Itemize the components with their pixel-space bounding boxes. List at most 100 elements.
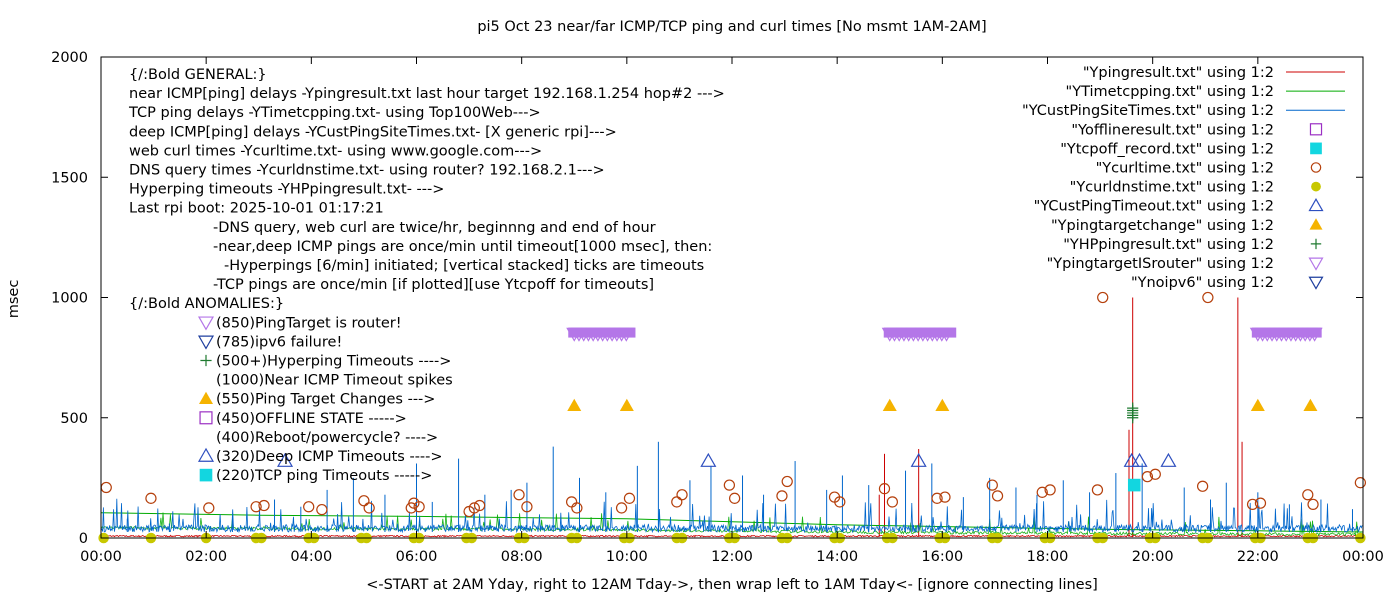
anomaly-key-label: (550)Ping Target Changes ---> [216, 392, 435, 408]
series-10-band [1251, 327, 1322, 338]
series-5-point [1302, 489, 1314, 501]
legend-entry-marker [1311, 181, 1321, 192]
series-7-point [910, 452, 927, 467]
series-5-point [1044, 484, 1056, 496]
series-5-point [303, 501, 315, 513]
legend-entry-label: "Ypingtargetchange" using 1:2 [1051, 218, 1274, 234]
series-10-band [568, 327, 636, 338]
anomaly-key-label: (785)ipv6 failure! [216, 334, 342, 350]
annotation-line: -near,deep ICMP pings are once/min until… [213, 239, 712, 255]
y-tick-label: 0 [79, 531, 88, 547]
annotation-line: -TCP pings are once/min [if plotted][use… [213, 277, 654, 293]
x-tick-label: 16:00 [921, 549, 963, 565]
annotation-line: {/:Bold GENERAL:} [129, 67, 267, 83]
annotation-line: TCP ping delays -YTimetcpping.txt- using… [128, 105, 541, 121]
annotation-line: {/:Bold ANOMALIES:} [129, 296, 284, 312]
series-5-point [203, 502, 215, 514]
series-5-point [728, 492, 741, 504]
anomaly-key-label: (320)Deep ICMP Timeouts ----> [216, 449, 443, 465]
axes-layer: 00:00 02:00 04:00 06:00 08:00 10:00 12:00 14:00… [51, 50, 1384, 565]
legend-entry-label: "YCustPingSiteTimes.txt" using 1:2 [1022, 103, 1274, 119]
y-tick-label: 1000 [51, 291, 88, 307]
y-tick-label: 1500 [51, 170, 88, 186]
x-tick-label: 18:00 [1027, 549, 1069, 565]
y-tick-label: 500 [60, 411, 88, 427]
y-axis-label: msec [6, 280, 22, 319]
x-tick-label: 08:00 [501, 549, 543, 565]
annotation-line: Hyperping timeouts -YHPpingresult.txt- -… [129, 182, 444, 198]
x-tick-label: 22:00 [1237, 549, 1279, 565]
series-5-point [886, 496, 899, 508]
annotation-line: DNS query times -Ycurldnstime.txt- using… [129, 163, 605, 179]
series-7-group [277, 452, 1177, 467]
legend-entry-marker [1310, 142, 1322, 155]
series-5-point [363, 502, 375, 514]
annotation-line: deep ICMP[ping] delays -YCustPingSiteTim… [129, 124, 617, 140]
series-5-point [671, 496, 683, 508]
series-5-point [473, 499, 486, 512]
series-2-line [100, 498, 1363, 534]
anomaly-key-marker [199, 468, 213, 482]
series-5-point [571, 502, 583, 514]
legend-entry-marker [1309, 123, 1323, 136]
anomaly-key-label: (1000)Near ICMP Timeout spikes [216, 373, 453, 389]
series-5-point [939, 491, 951, 503]
x-tick-label: 06:00 [396, 549, 438, 565]
series-5-point [413, 501, 425, 513]
series-5-point [1196, 480, 1209, 492]
legend-entry-label: "YTimetcpping.txt" using 1:2 [1066, 84, 1274, 100]
series-8-group [567, 398, 1318, 411]
series-2-group [100, 441, 1363, 534]
legend-entry-marker [1310, 162, 1322, 173]
series-5-point [1091, 484, 1104, 496]
x-tick-label: 00:00 [80, 549, 122, 565]
series-8-point [882, 398, 897, 411]
series-5-point [513, 489, 525, 501]
legend: "Ypingresult.txt" using 1:2 "YTimetcpping… [1022, 65, 1345, 291]
series-7-point [277, 452, 294, 467]
legend-entry-label: "Ycurltime.txt" using 1:2 [1096, 161, 1274, 177]
series-5-point [878, 483, 891, 495]
series-5-point [834, 496, 846, 508]
series-5-point [250, 501, 262, 513]
series-1-trend-line [100, 512, 1364, 533]
series-5-point [1307, 498, 1319, 510]
anomaly-key-marker [197, 316, 215, 331]
anomaly-key-marker [197, 335, 215, 350]
annotation-line: -Hyperpings [6/min] initiated; [vertical… [224, 258, 704, 274]
series-5-point [258, 499, 270, 512]
series-5-point [1141, 471, 1154, 483]
x-tick-label: 10:00 [606, 549, 648, 565]
legend-entry-marker [1310, 238, 1322, 250]
legend-entry-label: "Ypingresult.txt" using 1:2 [1083, 65, 1274, 81]
series-5-point [358, 495, 370, 507]
series-5-point [521, 501, 533, 513]
legend-entry-marker [1308, 257, 1324, 271]
series-5-point [1246, 498, 1259, 510]
series-5-group [100, 291, 1367, 518]
anomaly-key-marker [197, 447, 215, 462]
series-10-group [566, 327, 1323, 342]
series-5-point [316, 503, 328, 516]
anomaly-key-label: (400)Reboot/powercycle? ----> [216, 430, 438, 446]
series-7-point [1131, 452, 1148, 467]
legend-entry-label: "Yofflineresult.txt" using 1:2 [1071, 122, 1274, 138]
series-8-point [1303, 398, 1318, 411]
series-4-point [1127, 478, 1141, 492]
annotation-line: web curl times -Ycurltime.txt- using www… [129, 143, 542, 159]
series-5-point [623, 492, 636, 504]
series-5-point [1149, 468, 1161, 480]
series-5-point [565, 496, 578, 508]
anomaly-key-label: (220)TCP ping Timeouts -----> [216, 468, 432, 484]
chart-title: pi5 Oct 23 near/far ICMP/TCP ping and cu… [477, 19, 986, 35]
series-7-point [700, 452, 717, 467]
y-tick-label: 2000 [51, 50, 88, 66]
series-10-band [883, 327, 957, 338]
series-5-point [676, 489, 688, 501]
series-7-point [1160, 452, 1177, 467]
series-5-point [1202, 291, 1214, 304]
series-5-point [991, 490, 1004, 502]
series-5-point [931, 492, 943, 504]
anomaly-key-label: (450)OFFLINE STATE -----> [216, 411, 407, 427]
